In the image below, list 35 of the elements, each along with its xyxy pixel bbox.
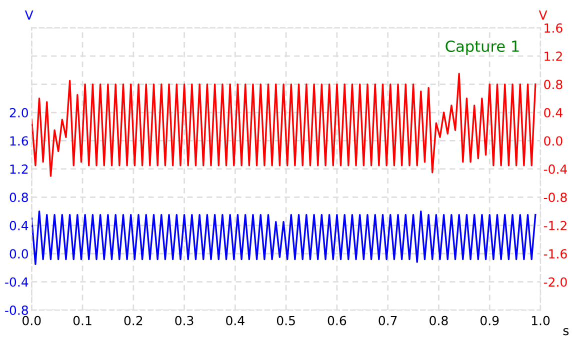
y-tick-label: -0.8 xyxy=(5,306,28,315)
y2-tick-label: 0.8 xyxy=(544,80,562,90)
x-tick-label: 0.6 xyxy=(328,316,346,326)
annotation: Capture 1 xyxy=(446,40,519,55)
x-tick-label: 0.5 xyxy=(276,316,295,326)
y2-tick-label: -1.2 xyxy=(544,220,566,230)
x-tick-label: 0.2 xyxy=(124,316,142,326)
y2-axis-title: V xyxy=(538,10,548,20)
y2-tick-label: 1.2 xyxy=(544,52,562,61)
y2-tick-label: -0.4 xyxy=(544,164,567,174)
y-tick-label: 1.6 xyxy=(10,136,28,146)
line-series xyxy=(32,210,536,266)
y-tick-label: 0.4 xyxy=(10,220,28,230)
x-tick-label: 0.9 xyxy=(480,316,499,326)
y-axis-title: V xyxy=(24,10,34,20)
y2-tick-label: -2.0 xyxy=(544,277,567,287)
y-tick-label: 2.0 xyxy=(10,108,28,118)
x-tick-label: 0.1 xyxy=(73,316,92,326)
line-series xyxy=(32,72,536,177)
y2-tick-label: -1.6 xyxy=(544,249,567,259)
y2-tick-label: 0.0 xyxy=(544,136,562,146)
y2-tick-label: -0.8 xyxy=(544,192,567,202)
x-tick-label: 0.0 xyxy=(22,316,41,326)
y2-tick-label: 1.6 xyxy=(544,23,562,33)
y-tick-label: 0.8 xyxy=(10,192,28,202)
y-tick-label: -0.4 xyxy=(5,277,28,287)
x-tick-label: 1.0 xyxy=(532,316,550,326)
x-tick-label: 0.3 xyxy=(175,316,194,326)
y-tick-label: 0.0 xyxy=(10,249,28,259)
x-axis-title: s xyxy=(563,328,569,336)
x-tick-label: 0.8 xyxy=(430,316,448,326)
y2-tick-label: 0.4 xyxy=(544,108,562,118)
y-tick-label: 1.2 xyxy=(10,164,28,174)
x-tick-label: 0.4 xyxy=(226,316,244,326)
x-tick-label: 0.7 xyxy=(378,316,397,326)
